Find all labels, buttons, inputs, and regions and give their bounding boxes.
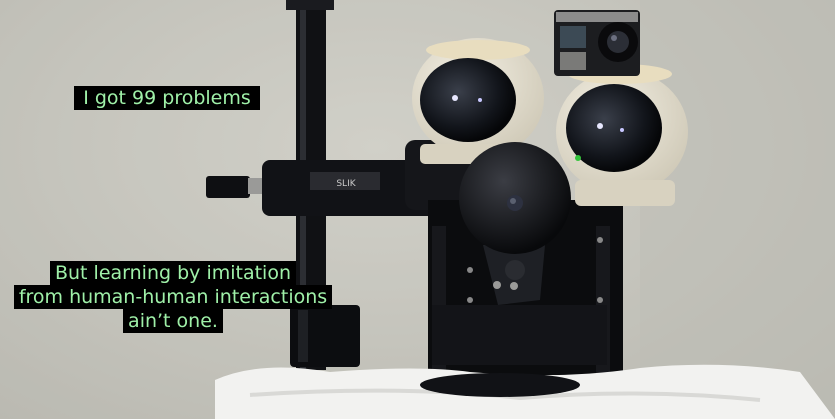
- subtitle-bottom: But learning by imitation from human-hum…: [0, 261, 346, 333]
- left-eye-camera: [420, 58, 516, 142]
- right-eye-camera: [566, 84, 662, 172]
- subtitle-line: from human-human interactions: [13, 285, 333, 309]
- subtitle-top: I got 99 problems: [74, 86, 260, 110]
- subtitle-line: I got 99 problems: [78, 86, 256, 110]
- subtitle-line: But learning by imitation: [49, 261, 296, 285]
- clamp-brand-label: SLIK: [336, 179, 356, 189]
- subtitle-line: ain’t one.: [123, 309, 223, 333]
